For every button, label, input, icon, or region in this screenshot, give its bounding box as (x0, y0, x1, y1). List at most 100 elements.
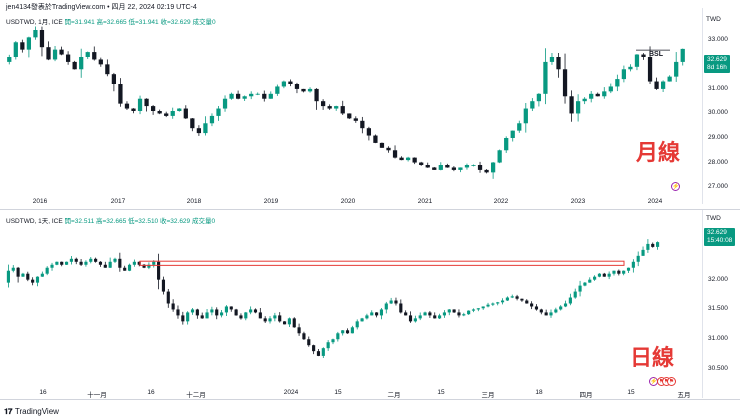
top-time-tick: 2019 (263, 198, 279, 205)
daily-candle (326, 340, 330, 351)
monthly-candle (72, 60, 77, 70)
footer-brand[interactable]: 𝟏𝟕 TradingView (4, 407, 59, 417)
daily-candle (132, 259, 136, 267)
bottom-time-tick: 2024 (283, 389, 299, 396)
daily-candle (360, 317, 364, 322)
monthly-candle (13, 41, 18, 60)
daily-candle (549, 309, 553, 318)
daily-candle (302, 331, 306, 340)
monthly-candle (464, 163, 470, 170)
monthly-candle (445, 163, 450, 168)
daily-candle (593, 275, 597, 281)
monthly-candle (556, 52, 561, 78)
top-time-tick: 2021 (417, 198, 433, 205)
event-flag-icon[interactable]: ⚑ (667, 377, 676, 386)
daily-candle (11, 265, 15, 273)
daily-candle (307, 336, 311, 347)
daily-candle (205, 308, 209, 319)
top-time-tick: 2016 (32, 198, 48, 205)
daily-candle (534, 304, 539, 311)
footer-brand-text: TradingView (14, 407, 59, 416)
daily-candle (622, 270, 626, 276)
daily-candle (447, 309, 451, 316)
footer-separator (0, 399, 740, 400)
daily-candle (370, 310, 374, 316)
daily-candle (641, 246, 645, 256)
daily-candle (525, 299, 529, 304)
daily-candle (239, 313, 243, 320)
top-currency-label[interactable]: TWD (706, 16, 721, 23)
bottom-price-tag-value: 32.629 (707, 229, 727, 236)
monthly-candle (190, 118, 195, 132)
monthly-candle (477, 161, 483, 173)
monthly-candle (438, 162, 443, 171)
monthly-candle (157, 109, 162, 115)
daily-candle (379, 307, 384, 320)
daily-candle (588, 277, 592, 283)
daily-candle (389, 297, 393, 305)
bottom-currency-label[interactable]: TWD (706, 215, 721, 222)
monthly-candle (177, 108, 182, 112)
liquidity-zone-box[interactable] (139, 260, 625, 266)
bottom-time-tick: 16 (39, 389, 47, 396)
top-price-tick: 29.000 (708, 134, 728, 141)
top-price-tick: 33.000 (708, 35, 728, 43)
daily-candle (573, 288, 577, 299)
monthly-candle (209, 113, 215, 127)
daily-candle (612, 270, 616, 276)
monthly-candle (582, 97, 587, 105)
daily-candle (108, 257, 112, 268)
pane-separator[interactable] (0, 209, 740, 210)
monthly-candle (490, 161, 496, 179)
daily-candle (496, 301, 500, 306)
monthly-candle (523, 102, 528, 133)
monthly-candle (281, 80, 287, 89)
monthly-candle (510, 130, 515, 142)
daily-candle (631, 259, 635, 273)
daily-candle (103, 261, 107, 268)
top-time-tick: 2024 (647, 198, 663, 205)
daily-candle (215, 307, 219, 320)
lightning-icon[interactable]: ⚡ (671, 182, 680, 191)
monthly-candle (20, 39, 25, 53)
monthly-candle (118, 78, 123, 107)
tradingview-logo-icon: 𝟏𝟕 (4, 407, 12, 416)
daily-candle (210, 306, 214, 316)
monthly-candle (432, 166, 437, 170)
daily-candle (16, 266, 20, 283)
daily-candle (220, 309, 224, 318)
daily-candle (137, 261, 141, 267)
monthly-candle (249, 91, 254, 100)
bottom-legend-symbol: USDTWD, 1天, ICE (6, 218, 63, 225)
monthly-candle (26, 36, 32, 58)
daily-candle (35, 276, 40, 287)
monthly-candle (504, 136, 509, 153)
top-pane-legend: USDTWD, 1月, ICE 開=31.941 高=32.665 低=31.9… (6, 16, 216, 26)
daily-candle (176, 305, 180, 319)
top-price-tag-value: 32.629 (707, 56, 727, 63)
monthly-candle (484, 169, 489, 174)
monthly-candle (366, 126, 372, 141)
monthly-candle (203, 116, 208, 136)
daily-candle (55, 261, 59, 266)
daily-candle (186, 311, 190, 325)
monthly-candle (654, 77, 659, 90)
daily-candle (40, 271, 44, 277)
daily-candle (530, 301, 534, 310)
monthly-annotation: 月線 (636, 140, 681, 165)
top-price-tag-time: 8d 16h (707, 64, 727, 71)
daily-candle (452, 309, 456, 313)
daily-candle (282, 321, 287, 325)
monthly-candle (340, 100, 345, 116)
monthly-candle (131, 108, 136, 114)
monthly-candle (183, 105, 188, 120)
monthly-candle (536, 93, 542, 107)
daily-candle (118, 252, 122, 272)
daily-candle (161, 276, 166, 295)
daily-candle (418, 312, 422, 321)
monthly-candle (608, 83, 613, 94)
top-price-tick: 27.000 (708, 183, 728, 191)
daily-candle (127, 263, 132, 272)
